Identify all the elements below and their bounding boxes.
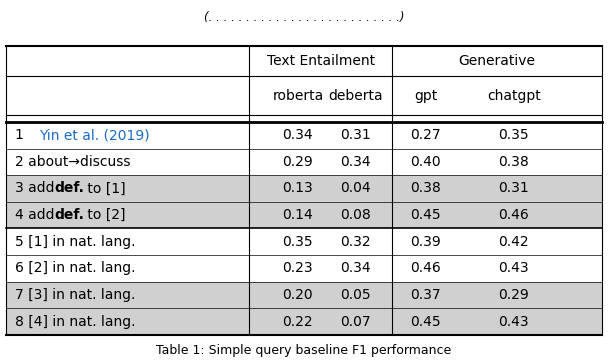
Text: 0.32: 0.32 — [340, 235, 371, 249]
Text: 0.39: 0.39 — [410, 235, 441, 249]
Text: 1: 1 — [15, 128, 29, 142]
Text: chatgpt: chatgpt — [487, 88, 541, 103]
Text: 5 [1] in nat. lang.: 5 [1] in nat. lang. — [15, 235, 136, 249]
Text: Text Entailment: Text Entailment — [267, 54, 375, 68]
Text: 0.46: 0.46 — [410, 261, 441, 275]
Text: 0.29: 0.29 — [283, 155, 313, 169]
Text: deberta: deberta — [328, 88, 383, 103]
Text: 0.14: 0.14 — [283, 208, 313, 222]
Text: 8 [4] in nat. lang.: 8 [4] in nat. lang. — [15, 314, 136, 329]
Text: 0.04: 0.04 — [340, 182, 371, 195]
Text: 0.34: 0.34 — [340, 261, 371, 275]
Text: 0.45: 0.45 — [410, 208, 441, 222]
Text: 0.40: 0.40 — [410, 155, 441, 169]
Text: 0.29: 0.29 — [499, 288, 529, 302]
Text: gpt: gpt — [414, 88, 437, 103]
Text: 0.27: 0.27 — [410, 128, 441, 142]
Text: to [2]: to [2] — [83, 208, 125, 222]
Text: 0.35: 0.35 — [499, 128, 529, 142]
Text: 0.23: 0.23 — [283, 261, 313, 275]
Text: 0.13: 0.13 — [283, 182, 313, 195]
Text: 0.38: 0.38 — [499, 155, 529, 169]
Text: 0.20: 0.20 — [283, 288, 313, 302]
Text: Yin et al. (2019): Yin et al. (2019) — [40, 128, 150, 142]
Bar — [6, 202, 602, 229]
Bar — [6, 282, 602, 308]
Text: 0.43: 0.43 — [499, 314, 529, 329]
Text: 6 [2] in nat. lang.: 6 [2] in nat. lang. — [15, 261, 136, 275]
Text: 2 about→discuss: 2 about→discuss — [15, 155, 131, 169]
Text: roberta: roberta — [272, 88, 323, 103]
Text: 4 add: 4 add — [15, 208, 59, 222]
Text: 0.45: 0.45 — [410, 314, 441, 329]
Text: 0.42: 0.42 — [499, 235, 529, 249]
Text: 0.05: 0.05 — [340, 288, 371, 302]
Text: 0.34: 0.34 — [283, 128, 313, 142]
Text: 7 [3] in nat. lang.: 7 [3] in nat. lang. — [15, 288, 136, 302]
Text: Table 1: Simple query baseline F1 performance: Table 1: Simple query baseline F1 perfor… — [156, 344, 452, 357]
Text: Generative: Generative — [458, 54, 536, 68]
Text: 0.07: 0.07 — [340, 314, 371, 329]
Text: 3 add: 3 add — [15, 182, 59, 195]
Text: 0.31: 0.31 — [499, 182, 529, 195]
Bar — [6, 175, 602, 202]
Bar — [6, 308, 602, 335]
Text: 0.08: 0.08 — [340, 208, 371, 222]
Text: def.: def. — [55, 182, 85, 195]
Text: 0.38: 0.38 — [410, 182, 441, 195]
Text: 0.43: 0.43 — [499, 261, 529, 275]
Text: 0.35: 0.35 — [283, 235, 313, 249]
Text: 0.22: 0.22 — [283, 314, 313, 329]
Text: def.: def. — [55, 208, 85, 222]
Text: to [1]: to [1] — [83, 182, 125, 195]
Text: 0.37: 0.37 — [410, 288, 441, 302]
Text: 0.34: 0.34 — [340, 155, 371, 169]
Text: 0.31: 0.31 — [340, 128, 371, 142]
Text: 0.46: 0.46 — [499, 208, 529, 222]
Text: (. . . . . . . . . . . . . . . . . . . . . . . . . .): (. . . . . . . . . . . . . . . . . . . .… — [204, 11, 404, 24]
